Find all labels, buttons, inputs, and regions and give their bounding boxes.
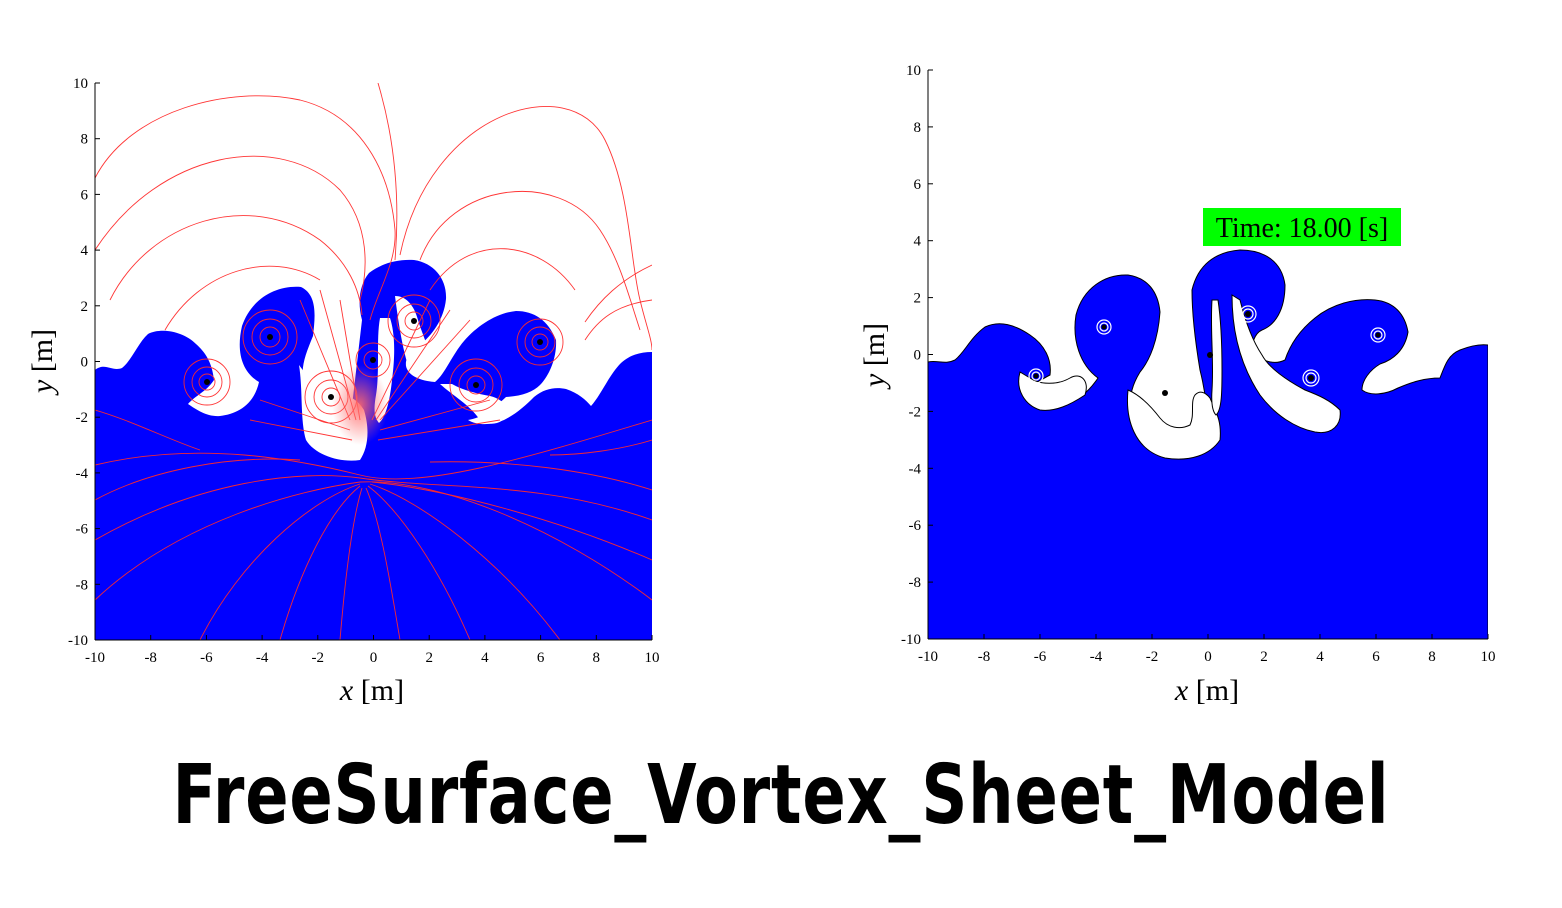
left-plot-panel: -10 -8 -6 -4 -2 0 2 4 6 8 10 -10 -8 -6 -4 -2 0 2 4 6 8 10 x …	[26, 76, 660, 707]
right-y-tick-label: 10	[906, 63, 921, 79]
left-y-tick-label: -10	[68, 633, 88, 649]
left-y-tick-label: -8	[76, 577, 89, 593]
right-x-tick-label: -4	[1090, 649, 1103, 665]
right-y-tick-label: -2	[909, 404, 922, 420]
right-y-tick-label: 2	[914, 291, 922, 307]
right-x-tick-label: 6	[1372, 649, 1380, 665]
right-x-tick-label: 2	[1260, 649, 1268, 665]
right-x-tick-label: -8	[978, 649, 991, 665]
left-x-tick-label: -8	[144, 650, 157, 666]
left-y-tick-label: -2	[76, 410, 89, 426]
right-y-tick-label: 4	[914, 234, 922, 250]
left-y-tick-label: 10	[73, 76, 88, 92]
left-fluid-region	[95, 259, 652, 640]
page-title: FreeSurface_Vortex_Sheet_Model	[172, 748, 1390, 843]
left-y-axis-label: y [m]	[26, 329, 59, 396]
right-plot-panel: -10 -8 -6 -4 -2 0 2 4 6 8 10 -10 -8 -6 -4 -2 0 2 4 6 8 10 Ti…	[858, 63, 1496, 707]
left-y-tick-label: 4	[81, 243, 89, 259]
left-y-tick-label: -4	[76, 466, 89, 482]
right-x-tick-label: 10	[1481, 649, 1496, 665]
left-y-tick-label: 0	[81, 355, 89, 371]
right-y-tick-label: -6	[909, 518, 922, 534]
left-y-tick-label: 8	[81, 132, 89, 148]
left-y-tick-label: 6	[81, 187, 89, 203]
right-y-tick-label: -4	[909, 461, 922, 477]
streamlines	[95, 83, 652, 640]
right-x-axis-label: x [m]	[1174, 674, 1239, 707]
right-x-tick-label: 0	[1204, 649, 1212, 665]
left-x-tick-label: -2	[312, 650, 325, 666]
left-y-tick-label: 2	[81, 299, 89, 315]
vortex-spirals	[1028, 305, 1386, 402]
right-x-tick-label: -6	[1034, 649, 1047, 665]
right-x-tick-label: 8	[1428, 649, 1436, 665]
right-y-tick-label: -10	[901, 632, 921, 648]
left-x-ticks: -10 -8 -6 -4 -2 0 2 4 6 8 10	[85, 635, 660, 666]
right-y-tick-label: 8	[914, 120, 922, 136]
vortex-cores	[204, 318, 543, 400]
right-y-tick-label: 6	[914, 177, 922, 193]
left-x-tick-label: 4	[481, 650, 489, 666]
right-y-tick-label: 0	[914, 348, 922, 364]
right-y-axis-label: y [m]	[858, 323, 891, 390]
left-x-tick-label: 10	[645, 650, 660, 666]
left-x-tick-label: 0	[370, 650, 378, 666]
right-x-tick-label: -2	[1146, 649, 1159, 665]
left-x-tick-label: 2	[425, 650, 433, 666]
left-x-tick-label: -6	[200, 650, 213, 666]
left-x-tick-label: 8	[593, 650, 601, 666]
right-y-ticks: -10 -8 -6 -4 -2 0 2 4 6 8 10	[901, 63, 933, 648]
left-y-ticks: -10 -8 -6 -4 -2 0 2 4 6 8 10	[68, 76, 100, 649]
left-x-tick-label: 6	[537, 650, 545, 666]
left-x-tick-label: -10	[85, 650, 105, 666]
left-y-tick-label: -6	[76, 522, 89, 538]
left-x-axis-label: x [m]	[339, 674, 404, 707]
right-x-ticks: -10 -8 -6 -4 -2 0 2 4 6 8 10	[918, 634, 1496, 665]
right-x-tick-label: 4	[1316, 649, 1324, 665]
right-x-tick-label: -10	[918, 649, 938, 665]
right-y-tick-label: -8	[909, 575, 922, 591]
time-annotation: Time: 18.00 [s]	[1216, 213, 1388, 244]
left-x-tick-label: -4	[256, 650, 269, 666]
time-badge	[1203, 208, 1401, 246]
right-vortex-cores	[1033, 311, 1381, 396]
